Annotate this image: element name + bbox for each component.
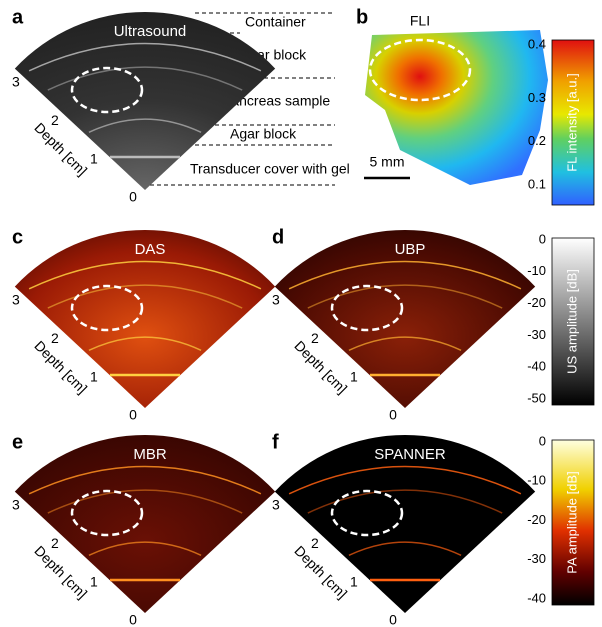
depth-tick-label: 2 <box>51 330 59 346</box>
depth-tick-label: 2 <box>51 112 59 128</box>
colorbar-tick-label: -40 <box>527 359 546 374</box>
depth-tick-label: 3 <box>272 496 280 512</box>
colorbar-tick-label: -10 <box>527 263 546 278</box>
depth-tick-label: 1 <box>350 573 358 589</box>
scale-bar-label: 5 mm <box>370 154 405 170</box>
panel-label: d <box>272 226 284 248</box>
depth-tick-label: 1 <box>90 368 98 384</box>
colorbar-tick-label: -10 <box>527 473 546 488</box>
colorbar-label: US amplitude [dB] <box>564 269 579 374</box>
depth-tick-label: 0 <box>389 612 397 627</box>
panel-title: FLI <box>410 13 430 29</box>
depth-tick-label: 2 <box>311 535 319 551</box>
colorbar-tick-label: -30 <box>527 327 546 342</box>
panel-title: UBP <box>395 241 426 258</box>
panel-title: Ultrasound <box>114 23 187 40</box>
colorbar-tick-label: 0.2 <box>528 133 546 148</box>
depth-tick-label: 0 <box>129 189 137 205</box>
colorbar-tick-label: -20 <box>527 295 546 310</box>
colorbar-tick-label: 0.1 <box>528 176 546 191</box>
depth-tick-label: 3 <box>12 73 20 89</box>
colorbar-tick-label: -40 <box>527 590 546 605</box>
annotation: Transducer cover with gel <box>190 161 350 177</box>
depth-tick-label: 3 <box>272 291 280 307</box>
depth-tick-label: 3 <box>12 496 20 512</box>
depth-tick-label: 1 <box>90 573 98 589</box>
annotation: Container <box>245 14 306 30</box>
panel-label: b <box>356 6 368 28</box>
colorbar-tick-label: 0.3 <box>528 90 546 105</box>
depth-tick-label: 0 <box>389 407 397 423</box>
panel-label: a <box>12 6 24 28</box>
colorbar-tick-label: 0 <box>539 231 546 246</box>
depth-tick-label: 2 <box>311 330 319 346</box>
colorbar-tick-label: -50 <box>527 390 546 405</box>
depth-tick-label: 0 <box>129 612 137 627</box>
depth-tick-label: 1 <box>350 368 358 384</box>
panel-title: SPANNER <box>374 446 446 463</box>
colorbar-label: FL intensity [a.u.] <box>564 73 579 172</box>
colorbar-tick-label: 0 <box>539 433 546 448</box>
colorbar-tick-label: -30 <box>527 551 546 566</box>
annotation: Agar block <box>230 126 297 142</box>
depth-tick-label: 2 <box>51 535 59 551</box>
colorbar-tick-label: 0.4 <box>528 36 546 51</box>
panel-label: e <box>12 431 23 453</box>
figure: 5 mm FLI Container Agar block Pancreas s… <box>0 0 602 627</box>
panel-label: f <box>272 431 279 453</box>
depth-tick-label: 1 <box>90 150 98 166</box>
depth-tick-label: 0 <box>129 407 137 423</box>
colorbar-tick-label: -20 <box>527 512 546 527</box>
panel-label: c <box>12 226 23 248</box>
depth-tick-label: 3 <box>12 291 20 307</box>
colorbar-label: PA amplitude [dB] <box>564 471 579 573</box>
panel-title: DAS <box>135 241 166 258</box>
panel-title: MBR <box>133 446 167 463</box>
